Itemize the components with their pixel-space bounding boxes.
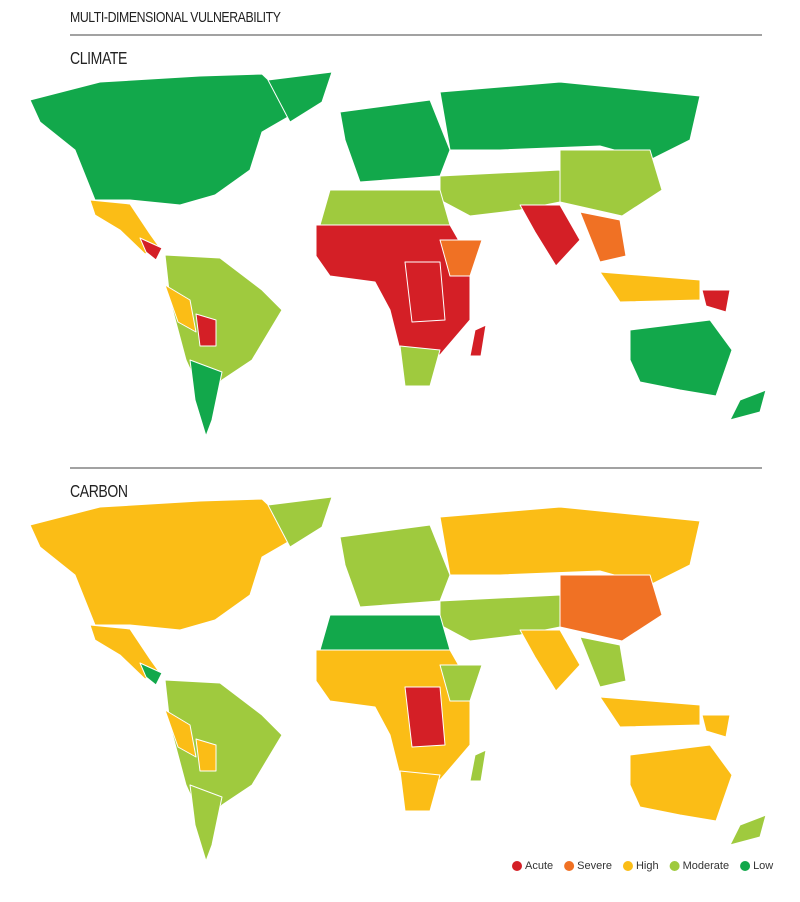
russia [439,506,701,586]
bolivia [195,738,217,772]
page-title: MULTI-DIMENSIONAL VULNERABILITY [70,9,281,25]
central-africa [404,686,446,748]
legend-label: Severe [577,860,612,872]
central-africa [404,261,446,323]
north-america [29,498,301,631]
indonesia [599,271,701,303]
southeast-asia [579,211,627,263]
india [519,204,581,267]
australia [629,319,733,397]
australia [629,744,733,822]
legend-swatch [564,861,575,871]
carbon-map [29,496,767,862]
southern-africa [399,770,441,812]
indonesia [599,696,701,728]
horn-of-africa [439,239,483,277]
peru [164,284,197,333]
central-america [139,662,163,686]
europe [339,524,451,608]
papua [701,714,731,738]
north-africa [319,189,451,226]
south-america [164,254,283,403]
russia [439,81,701,161]
legend-label: Low [753,860,773,872]
southern-africa [399,345,441,387]
legend-label: High [636,860,659,872]
legend-label: Acute [525,860,553,872]
legend: Acute Severe High Moderate Low [512,860,773,872]
north-america [29,73,301,206]
madagascar [469,749,487,782]
papua [701,289,731,313]
legend-swatch [512,861,522,871]
europe [339,99,451,183]
southern-cone [189,359,223,437]
new-zealand [729,389,767,421]
legend-label: Moderate [683,860,729,872]
india [519,629,581,692]
climate-map [29,71,767,437]
legend-swatch [669,861,680,871]
horn-of-africa [439,664,483,702]
map-title: CARBON [70,481,128,501]
legend-swatch [740,861,751,871]
greenland [267,496,333,548]
madagascar [469,324,487,357]
southeast-asia [579,636,627,688]
peru [164,709,197,758]
new-zealand [729,814,767,846]
china [559,574,663,642]
greenland [267,71,333,123]
map-title: CLIMATE [70,48,128,68]
southern-cone [189,784,223,862]
china [559,149,663,217]
bolivia [195,313,217,347]
north-africa [319,614,451,651]
south-america [164,679,283,828]
central-america [139,237,163,261]
legend-swatch [622,861,633,871]
